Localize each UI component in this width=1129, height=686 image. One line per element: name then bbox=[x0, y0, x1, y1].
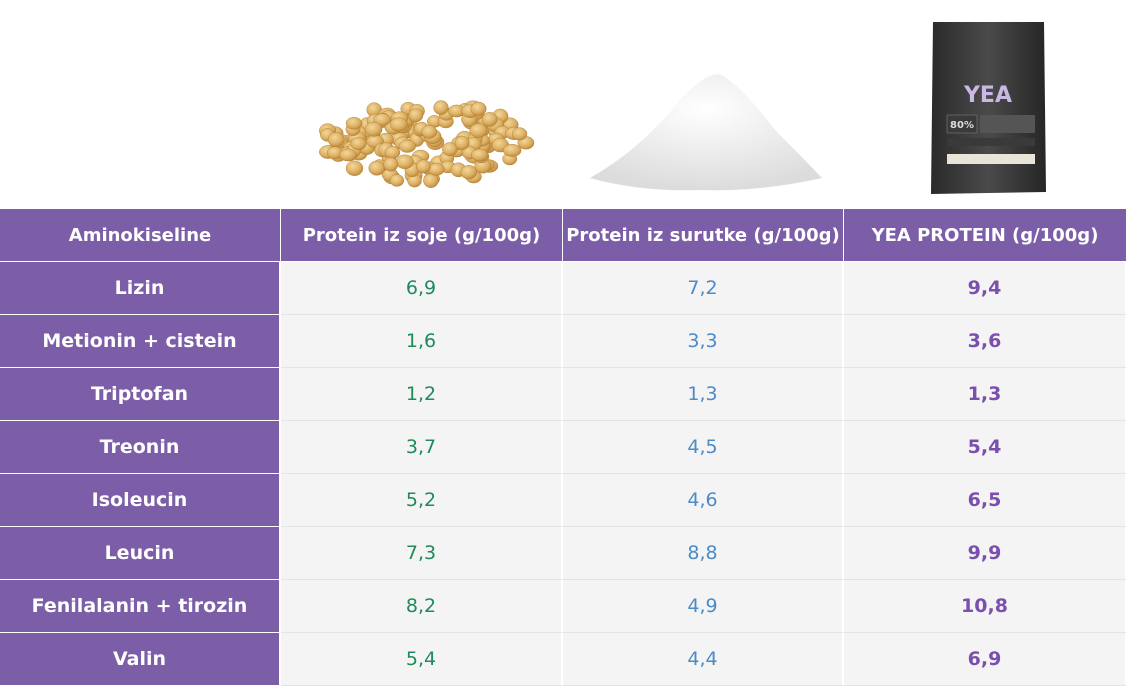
value-cell: 8,8 bbox=[563, 527, 844, 580]
value-cell: 7,3 bbox=[281, 527, 563, 580]
value-cell: 4,4 bbox=[563, 633, 844, 686]
bean bbox=[398, 139, 416, 153]
bean bbox=[383, 157, 399, 172]
bean bbox=[327, 132, 345, 148]
value-cell: 5,4 bbox=[281, 633, 563, 686]
row-header: Isoleucin bbox=[0, 474, 281, 527]
column-header: YEA PROTEIN (g/100g) bbox=[844, 209, 1127, 262]
value-cell: 4,9 bbox=[563, 580, 844, 633]
bean bbox=[384, 145, 401, 159]
value-cell: 4,5 bbox=[563, 421, 844, 474]
bean bbox=[470, 101, 487, 116]
row-header: Treonin bbox=[0, 421, 281, 474]
row-header: Metionin + cistein bbox=[0, 315, 281, 368]
bean bbox=[345, 117, 363, 130]
package-claim: 80% bbox=[950, 120, 974, 131]
bean bbox=[389, 174, 405, 187]
bean bbox=[460, 165, 478, 180]
value-cell: 1,6 bbox=[281, 315, 563, 368]
comparison-table: Aminokiseline Protein iz soje (g/100g) Pro… bbox=[0, 209, 1129, 686]
bean bbox=[408, 108, 424, 123]
value-cell: 6,5 bbox=[844, 474, 1127, 527]
value-cell: 10,8 bbox=[844, 580, 1127, 633]
bean bbox=[511, 127, 528, 141]
value-cell: 3,6 bbox=[844, 315, 1127, 368]
bean bbox=[454, 135, 470, 151]
bean bbox=[373, 113, 391, 126]
value-cell: 1,2 bbox=[281, 368, 563, 421]
package-brand: YEA bbox=[963, 83, 1012, 108]
row-header: Lizin bbox=[0, 262, 281, 315]
column-header: Protein iz surutke (g/100g) bbox=[563, 209, 844, 262]
bean bbox=[395, 154, 414, 170]
bean bbox=[389, 117, 408, 132]
value-cell: 3,3 bbox=[563, 315, 844, 368]
row-header: Leucin bbox=[0, 527, 281, 580]
bean bbox=[503, 143, 522, 157]
bean bbox=[368, 160, 386, 176]
bean bbox=[350, 137, 367, 151]
value-cell: 7,2 bbox=[563, 262, 844, 315]
row-header: Fenilalanin + tirozin bbox=[0, 580, 281, 633]
value-cell: 5,4 bbox=[844, 421, 1127, 474]
bean bbox=[442, 142, 458, 157]
value-cell: 6,9 bbox=[281, 262, 563, 315]
bean bbox=[364, 121, 383, 137]
bean bbox=[469, 123, 488, 138]
value-cell: 6,9 bbox=[844, 633, 1127, 686]
row-header: Valin bbox=[0, 633, 281, 686]
value-cell: 1,3 bbox=[844, 368, 1127, 421]
column-header: Protein iz soje (g/100g) bbox=[281, 209, 563, 262]
value-cell: 3,7 bbox=[281, 421, 563, 474]
value-cell: 4,6 bbox=[563, 474, 844, 527]
value-cell: 8,2 bbox=[281, 580, 563, 633]
soy-beans bbox=[319, 100, 535, 188]
value-cell: 5,2 bbox=[281, 474, 563, 527]
bean bbox=[471, 148, 489, 162]
row-header: Triptofan bbox=[0, 368, 281, 421]
column-header: Aminokiseline bbox=[0, 209, 281, 262]
yea-package: YEA 80% bbox=[931, 22, 1046, 194]
value-cell: 9,4 bbox=[844, 262, 1127, 315]
bean bbox=[421, 125, 438, 139]
bean bbox=[433, 100, 449, 115]
product-images: YEA 80% bbox=[319, 22, 1046, 194]
bean bbox=[481, 112, 498, 127]
value-cell: 1,3 bbox=[563, 368, 844, 421]
bean bbox=[339, 148, 357, 162]
bean bbox=[345, 160, 364, 176]
value-cell: 9,9 bbox=[844, 527, 1127, 580]
bean bbox=[415, 159, 431, 174]
whey-powder bbox=[590, 74, 822, 191]
